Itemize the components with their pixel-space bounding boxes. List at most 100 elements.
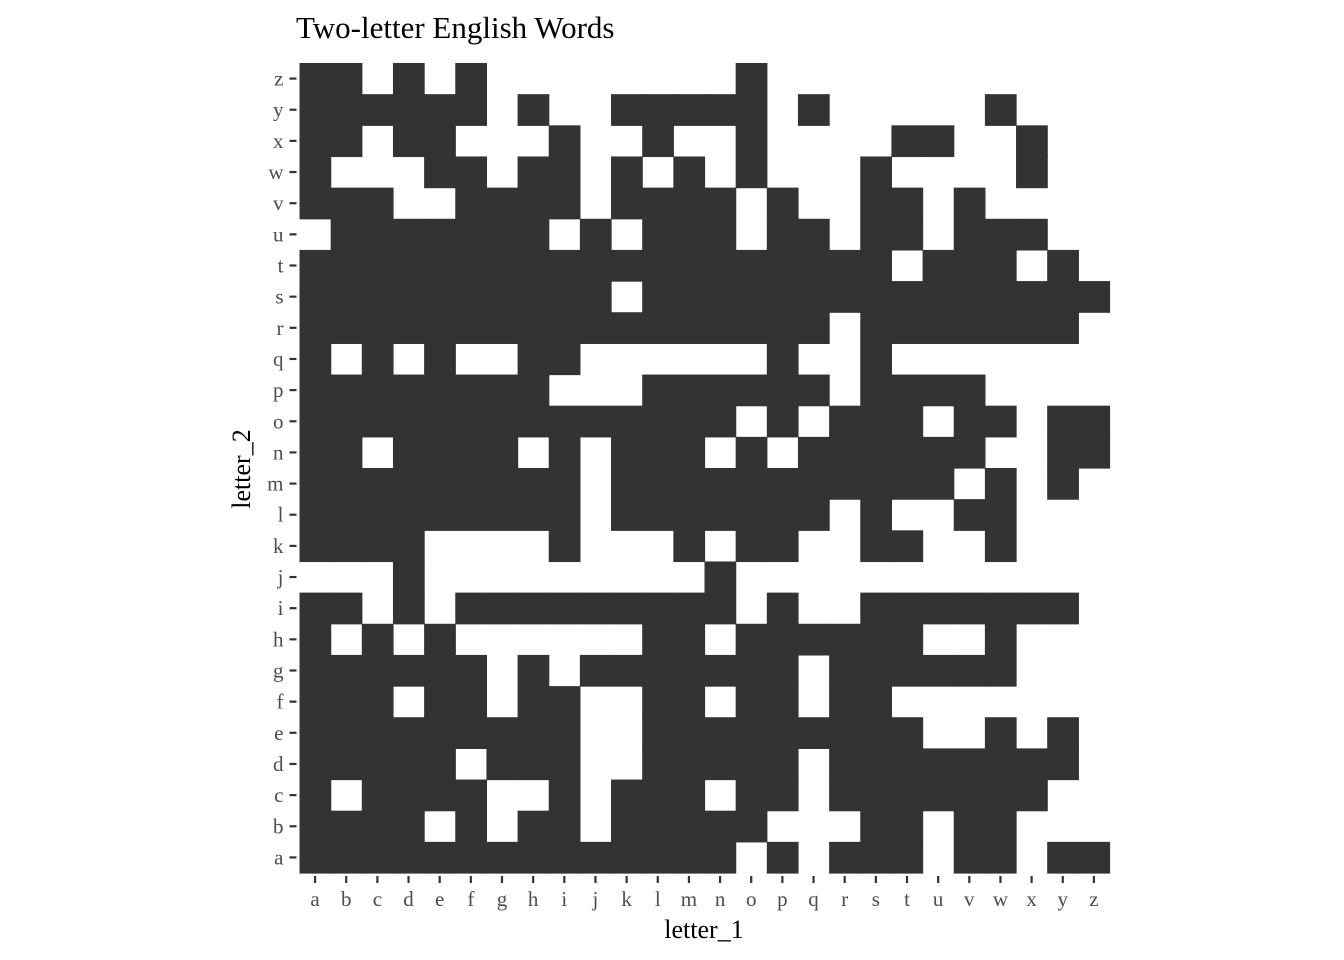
cell-kw (611, 156, 643, 189)
y-tick-label-c: c (274, 783, 283, 807)
cell-qp (797, 374, 830, 407)
cell-ls (642, 281, 674, 313)
cell-aa (299, 841, 332, 874)
x-tick-label-a: a (310, 887, 320, 911)
cell-am (299, 468, 332, 500)
cell-fu (455, 218, 488, 251)
cell-oc (735, 779, 768, 812)
cell-bm (330, 468, 363, 500)
cell-sq (860, 343, 893, 376)
cell-nd (704, 748, 737, 781)
chart-title: Two-letter English Words (296, 10, 615, 45)
cell-is (548, 281, 581, 313)
cell-ep (424, 374, 456, 407)
cell-bs (330, 281, 363, 313)
cell-cq (361, 343, 394, 376)
y-tick-label-a: a (274, 845, 284, 869)
cell-ff (455, 686, 488, 718)
cell-mr (673, 312, 706, 344)
cell-oz (735, 63, 768, 95)
cell-nt (704, 249, 737, 282)
cell-yr (1047, 312, 1079, 344)
cell-ol (735, 499, 768, 531)
cell-du (392, 218, 425, 251)
cell-ch (361, 623, 394, 656)
cell-rn (829, 436, 861, 469)
cell-vs (953, 281, 986, 313)
x-tick-label-m: m (681, 887, 697, 911)
cell-da (392, 841, 425, 874)
cell-nl (704, 499, 737, 531)
cell-fl (455, 499, 488, 531)
cell-af (299, 686, 332, 718)
cell-lx (642, 125, 674, 158)
cell-ts (891, 281, 924, 313)
cell-fs (455, 281, 488, 313)
cell-ed (424, 748, 456, 781)
cell-id (548, 748, 581, 781)
cell-we (984, 717, 1017, 749)
cell-io (548, 405, 581, 438)
cell-nr (704, 312, 737, 344)
cell-ix (548, 125, 581, 158)
cell-ox (735, 125, 768, 158)
y-tick-label-g: g (273, 659, 284, 683)
cell-up (922, 374, 955, 407)
cell-ra (829, 841, 861, 874)
cell-cr (361, 312, 394, 344)
cell-vu (953, 218, 986, 251)
cell-bt (330, 249, 363, 282)
cell-bu (330, 218, 363, 251)
cell-ac (299, 779, 332, 812)
cell-gs (486, 281, 519, 313)
cell-za (1078, 841, 1111, 874)
cell-ge (486, 717, 519, 749)
cell-ef (424, 686, 456, 718)
cell-vv (953, 187, 986, 220)
cell-pk (766, 530, 799, 563)
y-axis-title: letter_2 (227, 429, 256, 508)
y-tick-label-e: e (274, 721, 283, 745)
cell-ny (704, 94, 737, 126)
x-axis-title: letter_1 (664, 915, 743, 944)
cell-mh (673, 623, 706, 656)
cell-po (766, 405, 799, 438)
cell-tn (891, 436, 924, 469)
cell-fw (455, 156, 488, 189)
cell-cp (361, 374, 394, 407)
cell-sm (860, 468, 893, 500)
cell-wm (984, 468, 1017, 500)
cell-dk (392, 530, 425, 563)
cell-rc (829, 779, 861, 812)
cell-di (392, 592, 425, 625)
cell-mt (673, 249, 706, 282)
cell-gv (486, 187, 519, 220)
cell-zs (1078, 281, 1111, 313)
cell-mc (673, 779, 706, 812)
cell-wk (984, 530, 1017, 563)
cell-pc (766, 779, 799, 812)
cell-he (517, 717, 550, 749)
y-tick-label-w: w (268, 160, 284, 184)
cell-wo (984, 405, 1017, 438)
cell-vt (953, 249, 986, 282)
cell-bk (330, 530, 363, 563)
cell-mf (673, 686, 706, 718)
cell-lg (642, 654, 674, 687)
cell-ng (704, 654, 737, 687)
cell-en (424, 436, 456, 469)
cell-me (673, 717, 706, 749)
cell-gd (486, 748, 519, 781)
cell-te (891, 717, 924, 749)
cell-ta (891, 841, 924, 874)
cell-ex (424, 125, 456, 158)
y-tick-label-h: h (273, 627, 284, 651)
cell-sg (860, 654, 893, 687)
y-tick-label-t: t (278, 254, 284, 278)
cell-kr (611, 312, 643, 344)
cell-cs (361, 281, 394, 313)
cell-nb (704, 810, 737, 843)
y-tick-label-s: s (275, 285, 283, 309)
cell-hp (517, 374, 550, 407)
cell-on (735, 436, 768, 469)
